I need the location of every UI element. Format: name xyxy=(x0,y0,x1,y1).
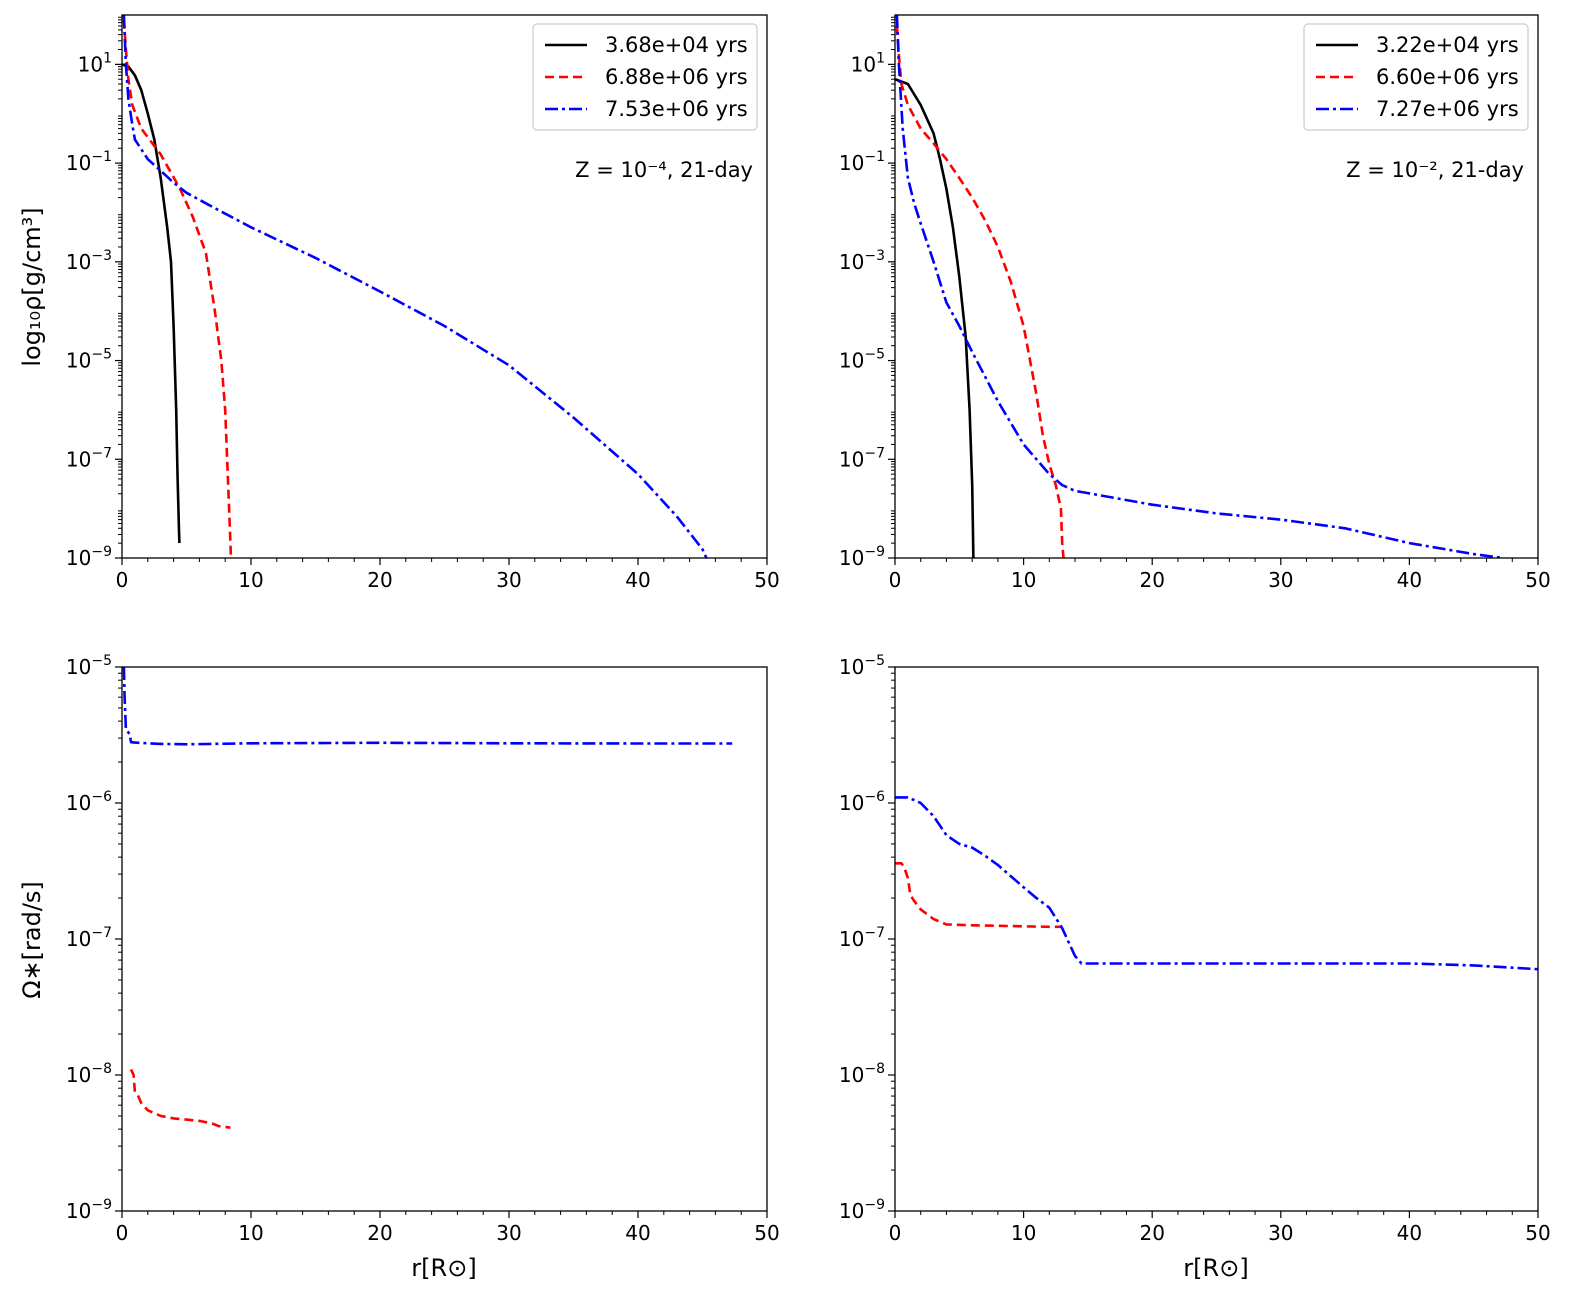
y-tick-label: 10−8 xyxy=(839,1061,885,1087)
x-tick-label: 20 xyxy=(1139,568,1164,592)
y-tick-label: 10−1 xyxy=(66,149,112,175)
legend-box xyxy=(532,23,758,131)
legend-label: 7.53e+06 yrs xyxy=(605,97,748,121)
y-tick-label: 10−7 xyxy=(66,445,112,471)
x-tick-label: 10 xyxy=(1011,1221,1036,1245)
y-tick-label: 10−7 xyxy=(66,925,112,951)
y-axis-label-density: log₁₀ρ[g/cm³] xyxy=(18,207,46,366)
panel-top-left: 0 10 20 30 40 50 101 10−1 10−3 10−5 10−7 10−9 Z = 10… xyxy=(66,14,780,592)
x-tick-label: 0 xyxy=(116,1221,129,1245)
x-tick-label: 20 xyxy=(367,568,392,592)
y-tick-label: 10−3 xyxy=(66,248,112,274)
legend-label: 6.60e+06 yrs xyxy=(1376,65,1519,89)
x-tick-label: 10 xyxy=(238,568,263,592)
series-group xyxy=(895,796,1538,971)
x-tick-label: 30 xyxy=(496,568,521,592)
x-tick-label: 40 xyxy=(1397,568,1422,592)
x-tick-label: 0 xyxy=(889,1221,902,1245)
panel-bottom-right: 0 10 20 30 40 50 10−5 10−6 10−7 10−8 10−9 xyxy=(839,653,1551,1245)
y-axis-label-omega: Ω∗[rad/s] xyxy=(18,881,46,999)
y-tick-label: 10−7 xyxy=(839,445,885,471)
axes-frame xyxy=(121,666,768,1212)
series-group xyxy=(895,15,1504,558)
axes-frame xyxy=(121,14,768,559)
y-tick-label: 101 xyxy=(851,50,885,76)
series-line-6-60e-06-yrs xyxy=(895,25,1065,558)
legend-box xyxy=(1303,23,1529,131)
x-tick-label: 30 xyxy=(1268,568,1293,592)
panel-top-right: 0 10 20 30 40 50 101 10−1 10−3 10−5 10−7 10−9 Z = 10… xyxy=(839,14,1551,592)
y-tick-label: 10−6 xyxy=(66,789,112,815)
axes-frame xyxy=(894,666,1539,1212)
panel-annotation: Z = 10⁻², 21-day xyxy=(1346,158,1524,182)
x-tick-label: 50 xyxy=(1525,1221,1550,1245)
legend-label: 6.88e+06 yrs xyxy=(605,65,748,89)
x-tick-label: 50 xyxy=(1525,568,1550,592)
x-tick-label: 50 xyxy=(754,568,779,592)
series-line-6-88e-06-yrs xyxy=(122,19,233,558)
x-tick-label: 20 xyxy=(367,1221,392,1245)
x-axis-label-right: r[R⊙] xyxy=(1183,1254,1248,1282)
series-line-7-53e-06-yrs xyxy=(122,667,733,746)
y-tick-label: 10−5 xyxy=(839,653,885,679)
x-tick-label: 10 xyxy=(238,1221,263,1245)
x-tick-label: 0 xyxy=(889,568,902,592)
x-tick-label: 10 xyxy=(1011,568,1036,592)
x-tick-label: 40 xyxy=(625,568,650,592)
y-tick-label: 10−8 xyxy=(66,1061,112,1087)
legend-label: 7.27e+06 yrs xyxy=(1376,97,1519,121)
x-tick-label: 40 xyxy=(625,1221,650,1245)
y-tick-label: 10−5 xyxy=(66,347,112,373)
series-group xyxy=(122,667,733,1129)
y-tick-label: 10−3 xyxy=(839,248,885,274)
series-line-3-68e-04-yrs xyxy=(122,63,181,544)
axes-frame xyxy=(894,14,1539,559)
x-axis-label-left: r[R⊙] xyxy=(411,1254,476,1282)
series-line-7-27e-06-yrs xyxy=(895,796,1538,971)
x-tick-label: 40 xyxy=(1397,1221,1422,1245)
series-group xyxy=(122,15,708,558)
y-tick-label: 10−9 xyxy=(839,544,885,570)
x-tick-label: 50 xyxy=(754,1221,779,1245)
y-tick-label: 10−9 xyxy=(66,544,112,570)
legend-label: 3.22e+04 yrs xyxy=(1376,33,1519,57)
series-line-7-53e-06-yrs xyxy=(122,15,708,558)
y-tick-label: 10−7 xyxy=(839,925,885,951)
x-tick-label: 0 xyxy=(116,568,129,592)
x-tick-label: 20 xyxy=(1139,1221,1164,1245)
series-line-6-60e-06-yrs xyxy=(895,861,1063,929)
x-tick-label: 30 xyxy=(496,1221,521,1245)
y-tick-label: 10−9 xyxy=(66,1197,112,1223)
y-tick-label: 101 xyxy=(78,50,112,76)
x-tick-label: 30 xyxy=(1268,1221,1293,1245)
legend-label: 3.68e+04 yrs xyxy=(605,33,748,57)
panel-annotation: Z = 10⁻⁴, 21-day xyxy=(575,158,753,182)
y-tick-label: 10−9 xyxy=(839,1197,885,1223)
series-line-3-22e-04-yrs xyxy=(895,77,975,558)
y-tick-label: 10−6 xyxy=(839,789,885,815)
y-tick-label: 10−5 xyxy=(66,653,112,679)
series-line-7-27e-06-yrs xyxy=(895,15,1504,558)
y-tick-label: 10−1 xyxy=(839,149,885,175)
y-tick-label: 10−5 xyxy=(839,347,885,373)
series-line-6-88e-06-yrs xyxy=(129,1068,231,1129)
panel-bottom-left: 0 10 20 30 40 50 10−5 10−6 10−7 10−8 10−9 xyxy=(66,653,780,1245)
